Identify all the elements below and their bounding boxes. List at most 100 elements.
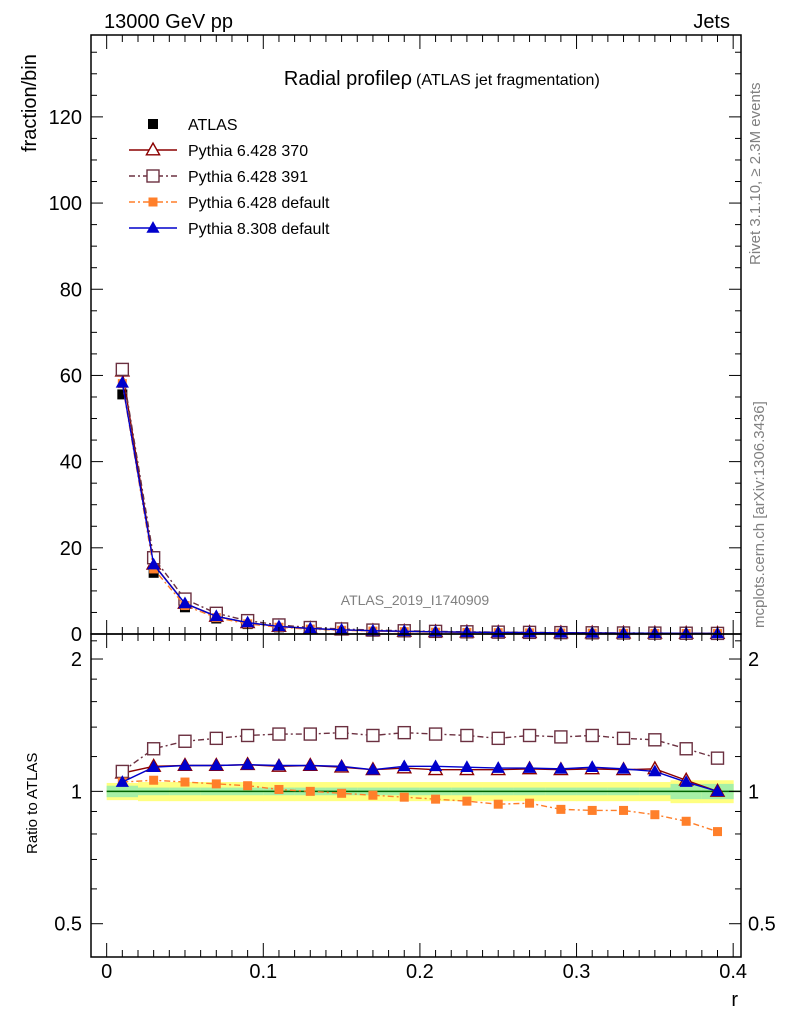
ratio-point-p6def [211,779,221,789]
legend-label-p391: Pythia 6.428 391 [188,169,308,186]
ratio-point-p6def [493,799,503,809]
ratio-point-p391 [554,730,568,744]
ratio-y-tick-label-right: 2 [748,649,759,671]
ratio-point-p391 [491,731,505,746]
ratio-point-p8def [366,762,380,775]
ratio-point-p6def [431,794,441,804]
ratio-point-p8def [585,760,599,772]
ratio-point-p6def [619,805,629,815]
ratio-y-tick-label: 0.5 [54,914,82,936]
ratio-series-line-p8def [122,763,718,793]
header-left: 13000 GeV pp [104,11,233,33]
ratio-point-p391 [366,728,380,743]
ratio-point-p6def [399,792,409,802]
ratio-point-p6def [462,796,472,806]
main-point-p8def [209,609,223,622]
main-y-tick-label: 120 [49,107,82,129]
ratio-frame [90,633,742,958]
ratio-point-p8def [522,761,537,773]
ratio-point-p8def [303,758,317,771]
ratio-point-p6def [681,816,691,826]
x-tick-label: 0.2 [406,961,434,983]
chart-subtitle: (ATLAS jet fragmentation) [416,72,600,89]
ratio-point-p8def [491,761,505,773]
main-point-p8def [147,557,161,570]
legend-label-p8def: Pythia 8.308 default [188,221,330,238]
main-point-p391 [115,362,130,377]
legend-marker-p391 [146,169,160,183]
legend-marker-p370 [145,141,161,156]
main-y-tick-label: 40 [60,452,82,474]
main-y-tick-label: 60 [60,365,82,387]
ratio-point-p391 [146,742,161,756]
legend: ATLAS Pythia 6.428 370 Pythia 6.428 391 Pyt… [129,117,330,238]
main-point-atlas [117,389,128,400]
ratio-point-p391 [522,728,537,743]
ratio-point-p6def [149,775,159,785]
ratio-point-p6def [556,804,566,814]
ratio-point-p391 [178,734,192,748]
ratio-point-p8def [428,759,443,772]
ratio-point-p6def [713,827,723,837]
ratio-y-axis-label: Ratio to ATLAS [24,753,41,854]
ratio-point-p6def [587,805,597,815]
main-y-axis-label: fraction/bin [19,54,41,152]
ratio-point-p391 [209,731,224,746]
ratio-point-p6def [525,798,535,808]
header-right: Jets [693,11,730,33]
ratio-point-p8def [679,775,693,787]
main-y-tick-label: 100 [49,193,82,215]
ratio-y-tick-label: 1 [71,781,82,803]
ratio-point-p8def [710,784,725,797]
ratio-point-p391 [648,733,662,747]
ratio-y-tick-label-right: 0.5 [748,914,776,936]
ratio-point-p391 [460,728,474,743]
ratio-point-p391 [428,727,443,741]
ratio-point-p8def [460,760,474,772]
main-panel: 0 20 40 60 80 100 120 ATLAS Pythia 6.428 370 Pyth… [49,34,742,646]
ratio-point-p8def [335,759,349,772]
ratio-panel: 0 0.1 0.2 0.3 0.4 0.5 0.5 1 1 2 2 [54,633,776,983]
ratio-point-p6def [650,810,660,820]
legend-marker-p8def [146,221,160,233]
ratio-point-p391 [303,727,317,741]
ratio-point-p8def [147,760,161,772]
ratio-point-p8def [554,761,568,774]
ratio-point-p391 [710,751,725,765]
x-tick-label: 0.4 [719,961,747,983]
ratio-point-p8def [648,764,662,777]
x-axis-label: r [731,989,738,1011]
ratio-point-p6def [180,777,190,787]
ratio-point-p6def [305,786,315,796]
main-point-p8def [115,375,129,388]
ratio-point-p391 [272,727,286,741]
x-tick-label: 0.1 [249,961,277,983]
ratio-point-p8def [272,758,286,771]
ratio-point-p391 [679,742,693,756]
main-point-p8def [241,615,255,628]
ratio-point-p391 [334,725,349,740]
x-tick-label: 0.3 [563,961,591,983]
ratio-point-p391 [397,725,411,740]
chart-title: Radial profileρ [284,68,412,90]
ratio-point-p8def [616,761,631,774]
ratio-point-p6def [368,790,378,800]
legend-marker-atlas [148,119,158,129]
ratio-point-p8def [209,758,223,771]
ratio-point-p391 [585,728,599,743]
ratio-y-tick-label-right: 1 [748,781,759,803]
ratio-point-p8def [115,775,129,787]
ratio-point-p391 [240,728,255,743]
main-y-tick-label: 80 [60,279,82,301]
main-point-p8def [178,596,192,609]
ratio-series-line-p6def [122,779,718,833]
rivet-label: Rivet 3.1.10, ≥ 2.3M events [747,83,764,266]
ratio-point-p6def [274,784,284,794]
ratio-point-p6def [337,788,347,798]
main-y-tick-label: 0 [71,624,82,646]
x-tick-label: 0 [101,961,112,983]
main-point-p8def [272,619,286,632]
ratio-point-p8def [178,758,192,771]
mcplots-label: mcplots.cern.ch [arXiv:1306.3436] [751,401,768,628]
